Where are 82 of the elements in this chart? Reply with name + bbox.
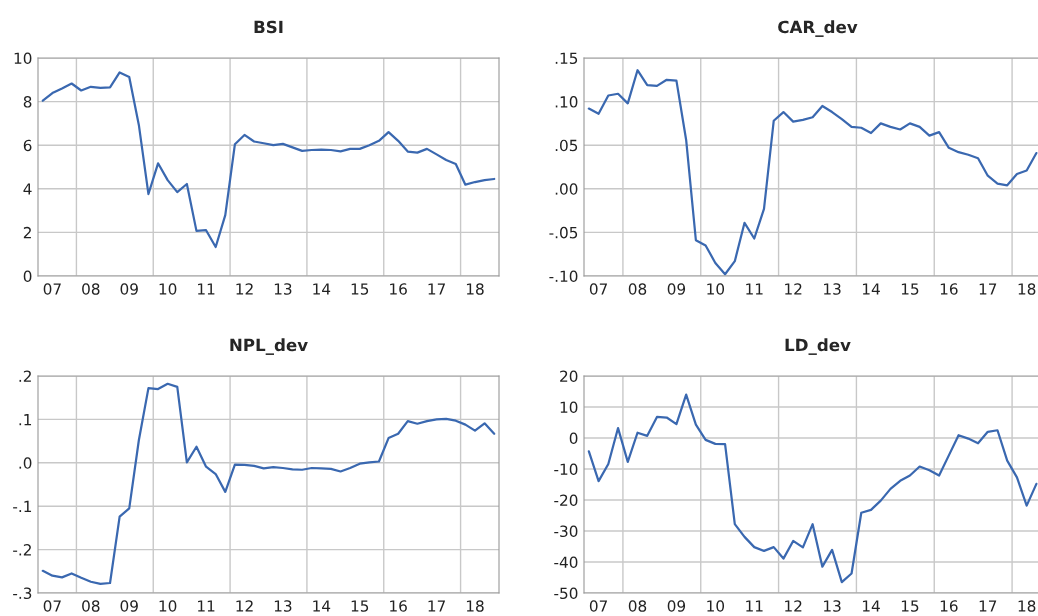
x-tick-label: 09	[120, 600, 138, 612]
x-tick-label: 11	[746, 600, 763, 612]
y-tick-label: 6	[23, 139, 32, 152]
x-tick-label: 16	[940, 283, 958, 295]
x-tick-label: 09	[667, 600, 686, 612]
y-tick-label: 10	[14, 52, 32, 65]
x-tick-label: 12	[785, 600, 802, 612]
y-tick-label: -.3	[13, 587, 32, 600]
y-tick-label: -.1	[13, 500, 32, 512]
x-tick-label: 18	[466, 600, 484, 612]
y-tick-label: -.10	[549, 270, 578, 283]
y-tick-label: -.05	[549, 226, 578, 239]
y-tick-label: -.2	[13, 544, 31, 556]
y-tick-label: .10	[555, 96, 578, 108]
x-tick-label: 14	[862, 283, 880, 295]
line-series	[587, 69, 1038, 276]
x-tick-label: 13	[274, 283, 292, 295]
y-tick-label: .2	[19, 370, 31, 382]
y-tick-label: .05	[555, 139, 578, 152]
y-tick-label: 0	[23, 270, 32, 283]
line-series	[41, 71, 496, 249]
y-tick-label: -50	[554, 587, 578, 600]
x-tick-label: 13	[824, 600, 841, 612]
x-tick-label: 15	[901, 283, 919, 295]
chart-title: LD_dev	[785, 338, 851, 355]
x-tick-label: 17	[428, 283, 445, 295]
x-tick-label: 12	[236, 283, 253, 295]
y-tick-label: 4	[23, 183, 32, 195]
y-tick-label: 8	[23, 96, 32, 108]
x-tick-label: 12	[785, 283, 802, 295]
x-tick-label: 07	[589, 283, 608, 295]
y-tick-label: -30	[554, 525, 578, 538]
x-tick-label: 07	[43, 283, 61, 295]
x-tick-label: 14	[313, 283, 331, 295]
x-tick-label: 15	[351, 600, 369, 612]
x-tick-label: 14	[862, 600, 880, 612]
x-tick-label: 12	[236, 600, 253, 612]
x-tick-label: 18	[1018, 600, 1036, 612]
x-tick-label: 17	[979, 600, 997, 612]
y-tick-label: .00	[555, 183, 578, 195]
x-tick-label: 09	[667, 283, 686, 295]
y-tick-label: -20	[554, 494, 578, 507]
x-tick-label: 15	[351, 283, 369, 295]
x-tick-label: 08	[82, 600, 100, 612]
y-tick-label: .0	[19, 457, 32, 469]
x-tick-label: 07	[589, 600, 608, 612]
x-tick-label: 10	[707, 283, 725, 295]
y-tick-label: 0	[569, 432, 578, 445]
x-tick-label: 16	[940, 600, 958, 612]
x-tick-label: 08	[628, 283, 647, 295]
x-tick-label: 08	[628, 600, 647, 612]
line-series	[41, 382, 496, 585]
y-tick-label: -40	[554, 556, 578, 569]
x-tick-label: 18	[1018, 283, 1036, 295]
x-tick-label: 10	[159, 283, 177, 295]
x-tick-label: 17	[428, 600, 445, 612]
y-tick-label: .15	[555, 52, 578, 65]
x-tick-label: 18	[466, 283, 484, 295]
y-tick-label: 2	[23, 226, 31, 239]
y-tick-label: 20	[560, 370, 578, 383]
y-tick-label: .1	[19, 414, 32, 426]
chart-title: BSI	[254, 20, 283, 34]
x-tick-label: 10	[707, 600, 725, 612]
y-tick-label: 10	[560, 401, 578, 414]
x-tick-label: 15	[901, 600, 919, 612]
x-tick-label: 16	[390, 600, 407, 612]
x-tick-label: 11	[746, 283, 763, 295]
line-series	[587, 393, 1038, 584]
x-tick-label: 14	[313, 600, 331, 612]
x-tick-label: 11	[198, 283, 215, 295]
x-tick-label: 11	[198, 600, 215, 612]
chart-title: CAR_dev	[778, 20, 858, 37]
x-tick-label: 07	[43, 600, 61, 612]
x-tick-label: 09	[120, 283, 138, 295]
x-tick-label: 17	[979, 283, 997, 295]
x-tick-label: 16	[390, 283, 407, 295]
chart-title: NPL_dev	[230, 338, 308, 355]
x-tick-label: 13	[824, 283, 841, 295]
x-tick-label: 10	[159, 600, 177, 612]
x-tick-label: 13	[274, 600, 292, 612]
x-tick-label: 08	[82, 283, 100, 295]
y-tick-label: -10	[554, 463, 578, 476]
